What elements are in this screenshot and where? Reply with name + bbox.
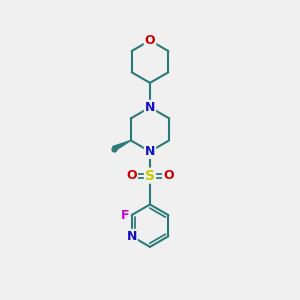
Text: S: S (145, 169, 155, 183)
Text: N: N (127, 230, 137, 243)
Polygon shape (113, 140, 131, 151)
Text: O: O (126, 169, 137, 182)
Text: F: F (121, 208, 129, 222)
Text: O: O (163, 169, 174, 182)
Text: N: N (145, 101, 155, 114)
Text: N: N (145, 145, 155, 158)
Text: O: O (145, 34, 155, 47)
